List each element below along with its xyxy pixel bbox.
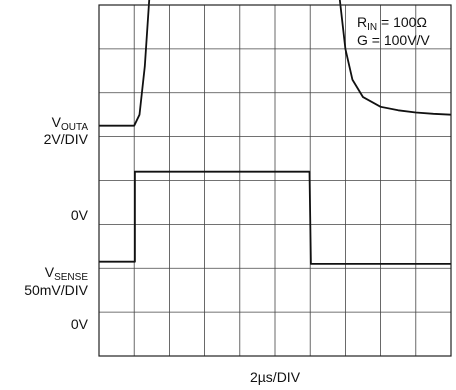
annotation-rin: RIN = 100Ω xyxy=(357,14,427,33)
trace-v-sense xyxy=(99,170,451,265)
v-outa-label: VOUTA xyxy=(51,114,88,133)
v-outa-zero-label: 0V xyxy=(70,207,88,223)
grid xyxy=(99,5,451,356)
v-outa-scale: 2V/DIV xyxy=(43,131,88,147)
v-sense-label: VSENSE xyxy=(44,264,88,283)
annotation-gain: G = 100V/V xyxy=(357,32,430,48)
x-axis-label: 2µs/DIV xyxy=(249,369,301,385)
plot-frame xyxy=(98,4,452,357)
traces xyxy=(99,0,452,265)
trace-v-outa xyxy=(99,0,452,127)
v-sense-scale: 50mV/DIV xyxy=(24,282,88,298)
v-sense-zero-label: 0V xyxy=(70,316,88,332)
